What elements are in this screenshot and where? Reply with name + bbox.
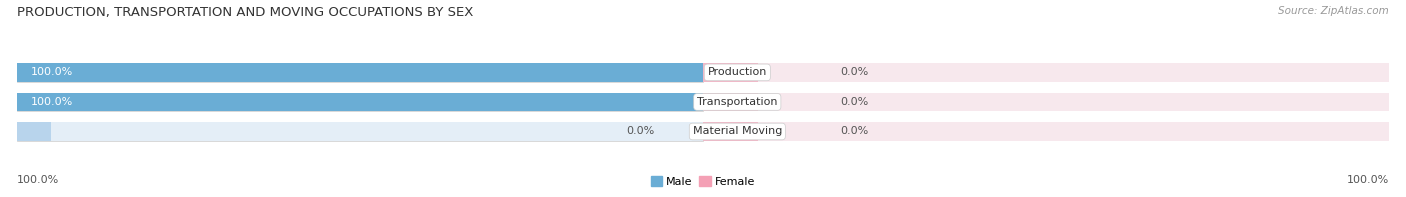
Text: 0.0%: 0.0% — [841, 126, 869, 137]
Bar — [703, 93, 1389, 111]
Bar — [703, 63, 758, 82]
Text: Source: ZipAtlas.com: Source: ZipAtlas.com — [1278, 6, 1389, 16]
Text: PRODUCTION, TRANSPORTATION AND MOVING OCCUPATIONS BY SEX: PRODUCTION, TRANSPORTATION AND MOVING OC… — [17, 6, 474, 19]
Legend: Male, Female: Male, Female — [647, 172, 759, 191]
Bar — [703, 63, 1389, 82]
Text: 100.0%: 100.0% — [17, 175, 59, 185]
Bar — [17, 93, 703, 111]
Bar — [17, 93, 703, 111]
Bar — [17, 63, 703, 82]
Bar — [17, 63, 703, 82]
Text: Production: Production — [707, 67, 768, 77]
Bar — [703, 122, 758, 141]
Text: 100.0%: 100.0% — [1347, 175, 1389, 185]
Text: Transportation: Transportation — [697, 97, 778, 107]
Text: 0.0%: 0.0% — [841, 97, 869, 107]
Text: 100.0%: 100.0% — [31, 67, 73, 77]
Bar — [17, 122, 703, 141]
Bar — [17, 93, 703, 111]
Text: 0.0%: 0.0% — [841, 67, 869, 77]
Bar — [17, 122, 703, 141]
Text: Material Moving: Material Moving — [693, 126, 782, 137]
Text: 100.0%: 100.0% — [31, 97, 73, 107]
Bar — [17, 122, 51, 141]
Bar — [17, 63, 703, 82]
Text: 0.0%: 0.0% — [627, 126, 655, 137]
Bar — [703, 93, 758, 111]
Bar — [703, 122, 1389, 141]
